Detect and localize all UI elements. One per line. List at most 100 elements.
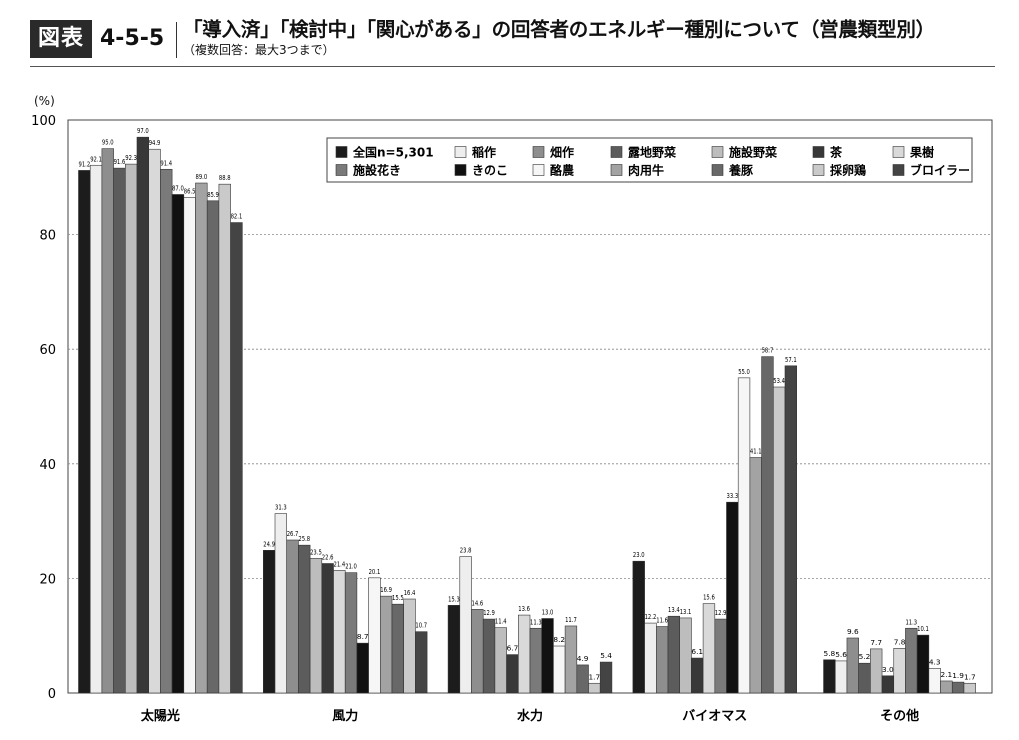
x-category-label: バイオマス: [682, 709, 747, 724]
y-tick-label: 100: [31, 114, 56, 129]
legend-swatch: [610, 164, 623, 176]
bar: [125, 163, 138, 694]
legend-label: ブロイラー: [910, 163, 970, 178]
y-tick-label: 20: [39, 572, 56, 587]
data-label: 16.4: [404, 588, 416, 597]
bar: [749, 457, 762, 694]
figure-title: 「導入済」「検討中」「関心がある」の回答者のエネルギー種別について（営農類型別）: [183, 18, 935, 41]
bar: [506, 654, 519, 694]
bar: [893, 648, 906, 694]
data-label: 8.7: [357, 632, 369, 641]
legend-swatch: [532, 164, 545, 176]
legend-box: [326, 137, 973, 183]
data-label: 2.1: [941, 670, 953, 679]
data-label: 94.9: [149, 138, 161, 147]
bar: [784, 365, 797, 694]
data-label: 20.1: [369, 567, 381, 576]
bar: [761, 356, 774, 694]
bar: [823, 659, 836, 694]
data-label: 95.0: [102, 138, 114, 147]
bar: [471, 609, 484, 694]
bar: [262, 550, 276, 694]
figure-badge-label: 図表: [30, 20, 92, 58]
data-label: 14.6: [472, 598, 484, 607]
data-label: 1.7: [589, 672, 601, 681]
data-label: 15.6: [703, 593, 715, 602]
data-label: 88.8: [219, 173, 231, 182]
bar: [679, 617, 692, 694]
data-label: 92.3: [125, 153, 137, 162]
data-label: 16.9: [380, 585, 392, 594]
bar: [101, 148, 114, 694]
bar: [206, 200, 220, 694]
bar: [344, 572, 358, 694]
data-label: 91.6: [114, 157, 126, 166]
bar: [459, 556, 472, 694]
data-label: 58.7: [762, 346, 774, 355]
bar: [274, 513, 287, 694]
data-label: 10.1: [917, 624, 929, 633]
data-label: 5.6: [835, 650, 847, 659]
bar: [632, 560, 645, 694]
bar: [576, 664, 589, 694]
y-tick-label: 40: [39, 458, 56, 473]
x-category-label: 太陽光: [140, 708, 180, 724]
data-label: 31.3: [275, 503, 287, 512]
data-label: 1.9: [952, 671, 964, 680]
data-label: 11.4: [495, 617, 507, 626]
data-label: 11.3: [530, 617, 542, 626]
bar: [183, 197, 196, 694]
data-label: 7.7: [870, 638, 882, 647]
data-label: 82.1: [231, 212, 243, 221]
data-label: 12.2: [645, 612, 657, 621]
data-label: 11.6: [656, 616, 668, 625]
bar: [881, 675, 895, 694]
bar: [870, 648, 883, 694]
bar: [553, 645, 566, 694]
bar: [403, 598, 416, 694]
data-label: 8.2: [553, 635, 565, 644]
bar: [494, 627, 507, 694]
figure-header: 図表 4-5-5 「導入済」「検討中」「関心がある」の回答者のエネルギー種別につ…: [0, 0, 1019, 68]
legend-label: きのこ: [472, 164, 508, 178]
data-label: 15.3: [448, 594, 460, 603]
bar: [298, 544, 311, 694]
data-label: 1.7: [964, 672, 976, 681]
y-tick-label: 80: [39, 229, 56, 244]
legend-swatch: [454, 146, 467, 158]
legend-swatch: [532, 146, 545, 158]
data-label: 26.7: [287, 529, 299, 538]
data-label: 11.3: [905, 617, 917, 626]
data-label: 23.5: [310, 547, 322, 556]
data-label: 91.4: [160, 158, 172, 167]
bar: [916, 634, 930, 694]
data-label: 85.9: [207, 190, 219, 199]
legend-label: 稲作: [472, 145, 496, 160]
legend-label: 茶: [829, 145, 843, 160]
bar: [447, 605, 461, 694]
bar: [691, 657, 704, 694]
data-label: 22.6: [322, 553, 334, 562]
bar: [482, 618, 496, 694]
bar: [714, 618, 727, 694]
bar: [368, 577, 381, 694]
bar: [78, 170, 91, 694]
bar: [644, 622, 657, 694]
data-label: 53.4: [773, 376, 785, 385]
bar: [702, 603, 716, 694]
data-label: 4.9: [577, 654, 589, 663]
data-label: 4.3: [929, 657, 941, 666]
data-label: 92.1: [90, 154, 102, 163]
bar: [588, 682, 601, 694]
bar: [113, 167, 126, 694]
legend-swatch: [454, 164, 467, 176]
bar: [667, 615, 680, 694]
bar: [564, 625, 578, 694]
data-label: 91.2: [79, 159, 91, 168]
x-category-label: その他: [880, 708, 919, 724]
bar: [905, 627, 918, 694]
data-label: 41.1: [750, 446, 762, 455]
data-label: 21.4: [334, 559, 346, 568]
bar: [963, 682, 976, 694]
